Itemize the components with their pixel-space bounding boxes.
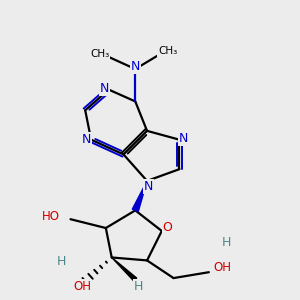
Text: N: N — [179, 132, 188, 145]
Text: CH₃: CH₃ — [90, 49, 110, 59]
Text: H: H — [134, 280, 143, 293]
Text: O: O — [163, 221, 172, 234]
Text: N: N — [144, 180, 153, 193]
Polygon shape — [132, 181, 147, 212]
Text: OH: OH — [73, 280, 91, 293]
Text: N: N — [100, 82, 109, 95]
Text: OH: OH — [213, 261, 231, 274]
Text: N: N — [130, 60, 140, 73]
Text: CH₃: CH₃ — [158, 46, 177, 56]
Text: HO: HO — [42, 210, 60, 223]
Text: H: H — [222, 236, 231, 249]
Text: H: H — [57, 255, 66, 268]
Text: N: N — [82, 133, 92, 146]
Polygon shape — [112, 257, 137, 281]
